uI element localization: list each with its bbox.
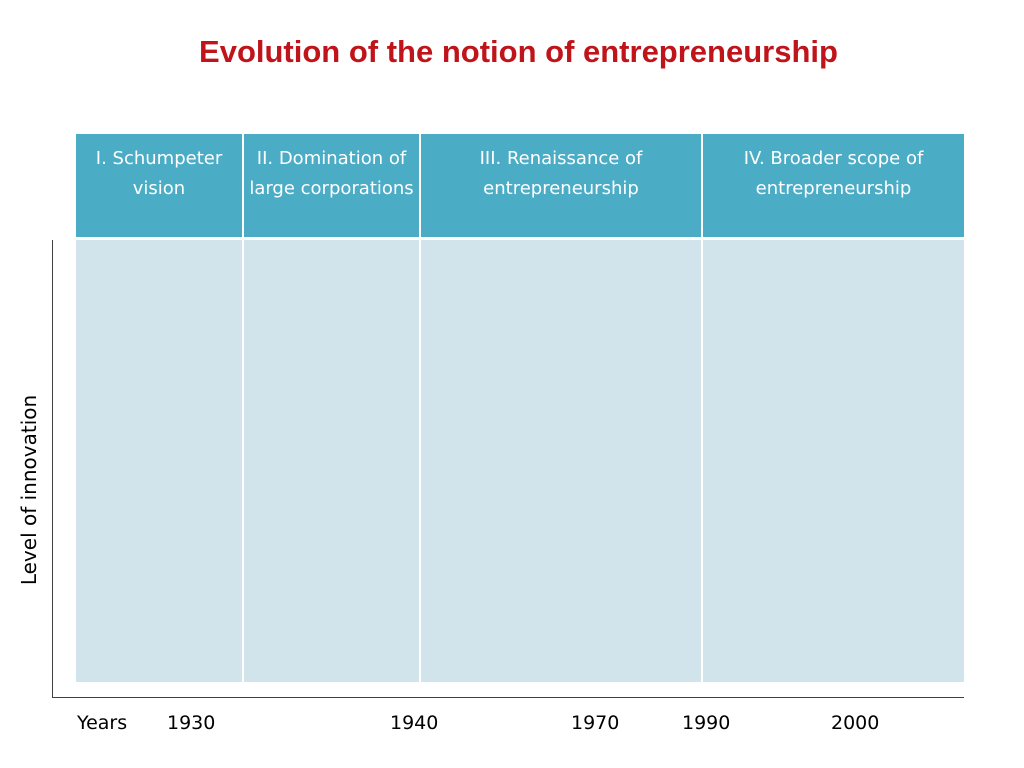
- year-tick-1940: 1940: [390, 712, 439, 734]
- year-tick-1990: 1990: [682, 712, 731, 734]
- column-body-schumpeter: [76, 240, 244, 682]
- period-table: I. Schumpeter vision II. Domination of l…: [76, 134, 964, 682]
- year-tick-1970: 1970: [571, 712, 620, 734]
- y-axis-label: Level of innovation: [17, 394, 41, 586]
- x-axis-label: Years: [77, 712, 128, 734]
- column-header-large-corporations: II. Domination of large corporations: [244, 134, 421, 240]
- x-axis-line: [52, 697, 964, 698]
- year-tick-2000: 2000: [831, 712, 880, 734]
- column-body-broader-scope: [703, 240, 964, 682]
- year-tick-1930: 1930: [167, 712, 216, 734]
- column-header-schumpeter: I. Schumpeter vision: [76, 134, 244, 240]
- column-body-large-corporations: [244, 240, 421, 682]
- column-header-renaissance: III. Renaissance of entrepreneurship: [421, 134, 703, 240]
- column-header-broader-scope: IV. Broader scope of entrepreneurship: [703, 134, 964, 240]
- column-body-renaissance: [421, 240, 703, 682]
- y-axis-line: [52, 240, 53, 697]
- page-title: Evolution of the notion of entrepreneurs…: [199, 34, 838, 69]
